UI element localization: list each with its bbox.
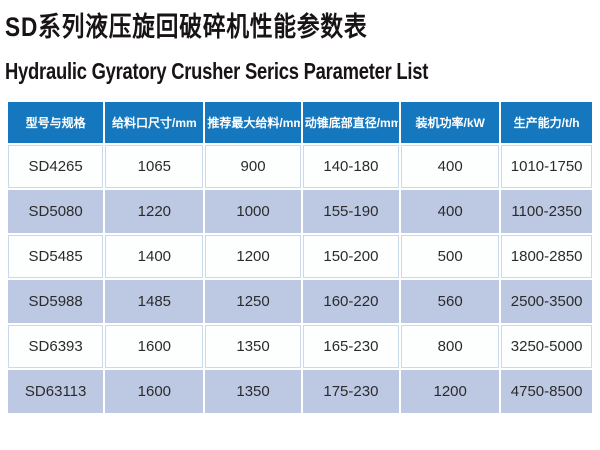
table-cell: SD5080 (8, 190, 104, 233)
table-cell: 1400 (105, 235, 204, 278)
table-cell: 400 (401, 190, 500, 233)
table-cell: 140-180 (302, 145, 400, 188)
table-row: SD5485 1400 1200 150-200 500 1800-2850 (8, 235, 592, 278)
table-row: SD63113 1600 1350 175-230 1200 4750-8500 (8, 370, 592, 413)
table-cell: SD5988 (8, 280, 104, 323)
table-cell: 1800-2850 (501, 235, 592, 278)
table-row: SD5988 1485 1250 160-220 560 2500-3500 (8, 280, 592, 323)
table-cell: SD6393 (8, 325, 104, 368)
header-cell-model: 型号与规格 (8, 102, 104, 143)
table-cell: 175-230 (302, 370, 400, 413)
table-row: SD4265 1065 900 140-180 400 1010-1750 (8, 145, 592, 188)
table-cell: 400 (401, 145, 500, 188)
table-cell: 1350 (205, 370, 301, 413)
table-cell: 1010-1750 (501, 145, 592, 188)
table-row: SD5080 1220 1000 155-190 400 1100-2350 (8, 190, 592, 233)
header-cell-cone-diameter: 动锥底部直径/mm (302, 102, 400, 143)
header-cell-power: 装机功率/kW (401, 102, 500, 143)
table-cell: SD63113 (8, 370, 104, 413)
table-cell: 1485 (105, 280, 204, 323)
header-cell-feed-opening: 给料口尺寸/mm (105, 102, 204, 143)
table-cell: 4750-8500 (501, 370, 592, 413)
table-cell: 560 (401, 280, 500, 323)
parameter-table: 型号与规格 给料口尺寸/mm 推荐最大给料/mm 动锥底部直径/mm 装机功率/… (6, 100, 594, 415)
table-cell: 900 (205, 145, 301, 188)
page-title-english: Hydraulic Gyratory Crusher Serics Parame… (5, 58, 429, 84)
table-cell: 155-190 (302, 190, 400, 233)
table-header-row: 型号与规格 给料口尺寸/mm 推荐最大给料/mm 动锥底部直径/mm 装机功率/… (8, 102, 592, 143)
table-row: SD6393 1600 1350 165-230 800 3250-5000 (8, 325, 592, 368)
table-cell: 1220 (105, 190, 204, 233)
table-cell: 1600 (105, 370, 204, 413)
page: SD系列液压旋回破碎机性能参数表 Hydraulic Gyratory Crus… (0, 5, 600, 450)
table-cell: 1200 (205, 235, 301, 278)
table-cell: 800 (401, 325, 500, 368)
table-cell: 3250-5000 (501, 325, 592, 368)
table-cell: 160-220 (302, 280, 400, 323)
table-cell: 1065 (105, 145, 204, 188)
table-cell: 2500-3500 (501, 280, 592, 323)
page-title-chinese: SD系列液压旋回破碎机性能参数表 (5, 12, 368, 42)
table-cell: 500 (401, 235, 500, 278)
table-cell: SD5485 (8, 235, 104, 278)
table-cell: 1100-2350 (501, 190, 592, 233)
table-cell: 150-200 (302, 235, 400, 278)
header-cell-capacity: 生产能力/t/h (501, 102, 592, 143)
table-cell: 165-230 (302, 325, 400, 368)
header-cell-max-feed: 推荐最大给料/mm (205, 102, 301, 143)
table-body: SD4265 1065 900 140-180 400 1010-1750 SD5080 12… (8, 145, 592, 413)
table-cell: SD4265 (8, 145, 104, 188)
table-cell: 1350 (205, 325, 301, 368)
table-cell: 1000 (205, 190, 301, 233)
table-cell: 1600 (105, 325, 204, 368)
table-cell: 1200 (401, 370, 500, 413)
table-cell: 1250 (205, 280, 301, 323)
